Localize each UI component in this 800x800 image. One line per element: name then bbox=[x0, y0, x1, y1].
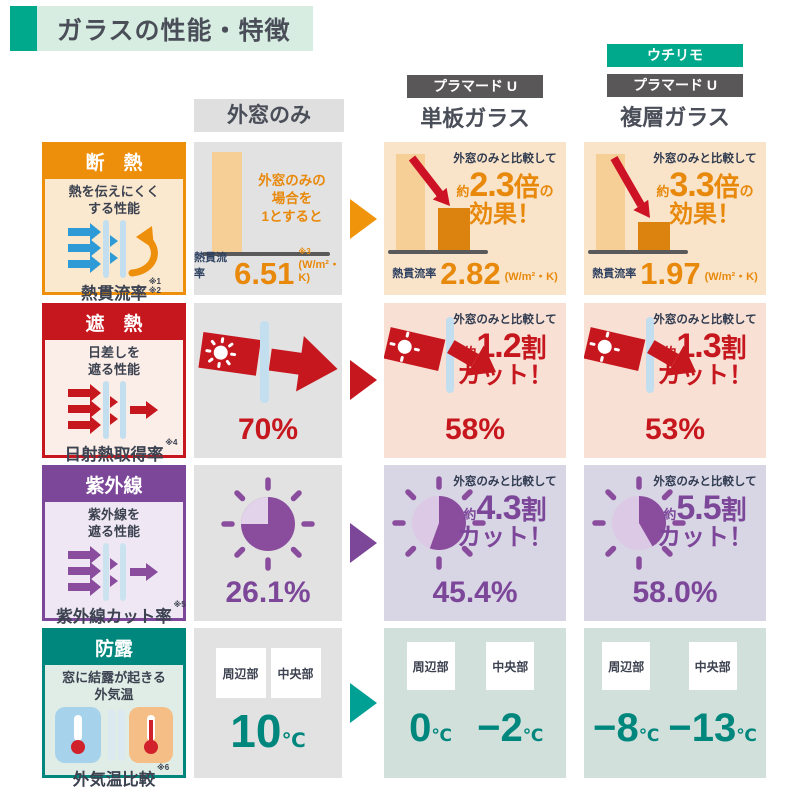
uv-panel-outer-only: 26.1% bbox=[194, 465, 342, 621]
uv-metric-footnote: ※5 bbox=[173, 599, 186, 609]
product-badge-plamade-u-2: プラマード U bbox=[607, 74, 743, 97]
shgc-value-double: 53% bbox=[644, 413, 706, 446]
thermometers-icon bbox=[45, 704, 183, 766]
page-title: ガラスの性能・特徴 bbox=[57, 16, 291, 45]
condensation-metric-footnote: ※6 bbox=[157, 762, 170, 772]
column-header-double-glass: ウチリモ プラマード U 複層ガラス bbox=[584, 44, 766, 132]
insulation-title: 断 熱 bbox=[45, 145, 183, 179]
flow-arrow-insulation bbox=[350, 199, 377, 239]
u-value-label: 熱貫流率 bbox=[194, 252, 227, 280]
uv-value-outer: 26.1% bbox=[225, 576, 311, 609]
uv-panel-double: 外窓のみと比較して 約5.5割 カット！ 58.0% bbox=[584, 465, 766, 621]
page-header: ガラスの性能・特徴 bbox=[10, 6, 313, 51]
temp-col-center-single: 中央部 −2℃ bbox=[477, 642, 543, 778]
u-value-single: 2.82 bbox=[440, 255, 501, 291]
shading-metric-footnote: ※4 bbox=[165, 437, 178, 447]
compare-factor: 約2.3倍の bbox=[456, 165, 554, 204]
condensation-panel-single: 周辺部 0℃ 中央部 −2℃ bbox=[384, 628, 566, 778]
temp-col-edge-double: 周辺部 −8℃ bbox=[593, 642, 659, 778]
flow-arrow-uv bbox=[350, 523, 377, 563]
insulation-panel-double: 外窓のみと比較して 約3.3倍の 効果！ 熱貫流率 1.97 (W/m²・K) bbox=[584, 142, 766, 295]
u-value-line-single: 熱貫流率 2.82 (W/m²・K) bbox=[392, 255, 558, 291]
column-title-double-glass: 複層ガラス bbox=[620, 105, 730, 130]
compare-block-shading-single: 外窓のみと比較して 約1.2割 カット！ bbox=[453, 314, 557, 389]
uv-value-double: 58.0% bbox=[632, 576, 718, 609]
condensation-title: 防露 bbox=[45, 631, 183, 665]
row-label-uv: 紫外線 紫外線を 遮る性能 紫外線カット率 ※5 bbox=[42, 465, 186, 626]
insulation-metric-footnote: ※1 ※2 bbox=[148, 276, 161, 296]
insulation-panel-single: 外窓のみと比較して 約2.3倍の 効果！ 熱貫流率 2.82 (W/m²・K) bbox=[384, 142, 566, 295]
header-title-box: ガラスの性能・特徴 bbox=[37, 6, 313, 51]
temp-col-center-double: 中央部 −13℃ bbox=[668, 642, 757, 778]
header-accent-square bbox=[10, 6, 37, 51]
product-badge-plamade-u: プラマード U bbox=[407, 75, 543, 98]
uv-panel-single: 外窓のみと比較して 約4.3割 カット！ 45.4% bbox=[384, 465, 566, 621]
compare-block-insulation-single: 外窓のみと比較して 約2.3倍の 効果！ bbox=[448, 153, 562, 229]
condensation-panel-outer-only: 周辺部 中央部 10℃ bbox=[194, 628, 342, 778]
shgc-value-single: 58% bbox=[444, 413, 506, 446]
zone-box-center: 中央部 bbox=[270, 648, 321, 698]
sun-arrow-icon-double bbox=[584, 317, 697, 393]
condensation-panel-double: 周辺部 −8℃ 中央部 −13℃ bbox=[584, 628, 766, 778]
condensation-metric-name: 外気温比較 ※6 bbox=[72, 762, 170, 789]
insulation-panel-outer-only: 外窓のみの 場合を 1とすると 熱貫流率 6.51 ※3 (W/m²・K) bbox=[194, 142, 342, 295]
uv-sun-pie-double bbox=[592, 476, 686, 570]
u-value-line-double: 熱貫流率 1.97 (W/m²・K) bbox=[592, 255, 758, 291]
shading-panel-single: 外窓のみと比較して 約1.2割 カット！ 58% bbox=[384, 303, 566, 458]
shading-metric-name: 日射熱取得率 ※4 bbox=[64, 437, 178, 464]
insulation-heat-flow-icon bbox=[45, 218, 183, 280]
temp-col-edge-single: 周辺部 0℃ bbox=[406, 642, 455, 778]
zone-box-edge: 周辺部 bbox=[215, 648, 266, 698]
compare-block-shading-double: 外窓のみと比較して 約1.3割 カット！ bbox=[653, 314, 757, 389]
product-badge-uchirimo: ウチリモ bbox=[607, 44, 743, 67]
shading-panel-double: 外窓のみと比較して 約1.3割 カット！ 53% bbox=[584, 303, 766, 458]
compare-block-uv-double: 外窓のみと比較して 約5.5割 カット！ bbox=[653, 476, 757, 551]
insulation-bar-chart-outer bbox=[202, 152, 330, 256]
temp-edge-single: 0℃ bbox=[409, 706, 453, 750]
column-title-single-glass: 単板ガラス bbox=[420, 106, 530, 131]
row-label-insulation: 断 熱 熱を伝えにくく する性能 熱貫流率 ※1 ※2 bbox=[42, 142, 186, 303]
uv-arrows-icon bbox=[45, 541, 183, 603]
temp-outer: 10℃ bbox=[230, 705, 306, 757]
shading-panel-outer-only: 70% bbox=[194, 303, 342, 458]
insulation-description: 熱を伝えにくく する性能 bbox=[68, 184, 160, 216]
zone-label-boxes: 周辺部 中央部 bbox=[194, 648, 342, 698]
shading-title: 遮 熱 bbox=[45, 306, 183, 340]
sun-arrow-icon-single bbox=[384, 317, 497, 393]
u-value-unit: (W/m²・K) bbox=[298, 259, 340, 284]
insulation-bar-chart-single bbox=[388, 154, 488, 254]
uv-title: 紫外線 bbox=[45, 468, 183, 502]
compare-block-uv-single: 外窓のみと比較して 約4.3割 カット！ bbox=[453, 476, 557, 551]
compare-effect: 効果！ bbox=[469, 200, 541, 228]
uv-sun-pie-single bbox=[392, 476, 486, 570]
uv-value-single: 45.4% bbox=[432, 576, 518, 609]
insulation-metric-name: 熱貫流率 ※1 ※2 bbox=[81, 276, 161, 303]
shgc-value-outer: 70% bbox=[237, 413, 299, 446]
flow-arrow-condensation bbox=[350, 683, 377, 723]
uv-sun-pie-outer bbox=[221, 477, 315, 571]
insulation-bar-chart-double bbox=[588, 154, 688, 254]
u-value-outer: 6.51 bbox=[234, 255, 295, 291]
u-value-double: 1.97 bbox=[640, 255, 701, 291]
uv-metric-name: 紫外線カット率 ※5 bbox=[56, 599, 186, 626]
row-label-condensation: 防露 窓に結露が起きる 外気温 外気温比較 ※6 bbox=[42, 628, 186, 789]
compare-caption: 外窓のみと比較して bbox=[453, 153, 557, 165]
temp-center-double: −13℃ bbox=[668, 706, 757, 750]
compare-block-insulation-double: 外窓のみと比較して 約3.3倍の 効果！ bbox=[653, 153, 757, 228]
column-header-single-glass: プラマード U 単板ガラス bbox=[384, 75, 566, 133]
flow-arrow-shading bbox=[350, 360, 377, 400]
sun-arrow-icon-outer bbox=[198, 321, 338, 403]
temp-center-single: −2℃ bbox=[477, 706, 544, 750]
column-header-outer-only: 外窓のみ bbox=[194, 99, 344, 132]
baseline-note: 外窓のみの 場合を 1とすると bbox=[258, 173, 326, 225]
condensation-description: 窓に結露が起きる 外気温 bbox=[62, 670, 166, 702]
u-value-footnote: ※3 bbox=[298, 247, 311, 256]
u-value-line-outer: 熱貫流率 6.51 ※3 (W/m²・K) bbox=[194, 247, 342, 291]
shading-description: 日差しを 遮る性能 bbox=[87, 345, 140, 377]
row-label-shading: 遮 熱 日差しを 遮る性能 日射熱取得率 ※4 bbox=[42, 303, 186, 464]
temp-edge-double: −8℃ bbox=[593, 706, 660, 750]
shading-sun-arrows-icon bbox=[45, 379, 183, 441]
uv-description: 紫外線を 遮る性能 bbox=[87, 507, 140, 539]
